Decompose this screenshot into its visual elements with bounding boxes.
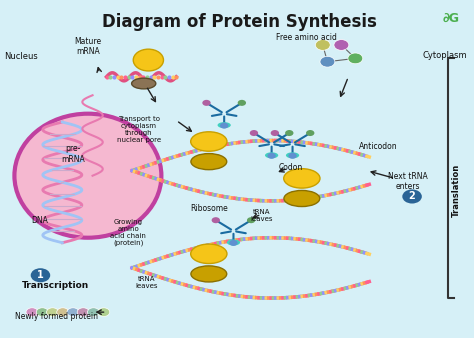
Text: Mature
mRNA: Mature mRNA — [74, 37, 101, 56]
Circle shape — [36, 308, 48, 316]
Text: Transport to
cytoplasm
through
nuclear pore: Transport to cytoplasm through nuclear p… — [117, 116, 161, 143]
Text: Cytoplasm: Cytoplasm — [422, 51, 467, 60]
Circle shape — [315, 40, 330, 50]
Circle shape — [31, 268, 50, 282]
Ellipse shape — [265, 152, 278, 158]
Circle shape — [220, 123, 228, 129]
Ellipse shape — [227, 239, 240, 245]
Text: pre-
mRNA: pre- mRNA — [61, 144, 85, 164]
Text: Translation: Translation — [452, 164, 461, 217]
Text: tRNA
leaves: tRNA leaves — [250, 209, 273, 222]
Circle shape — [26, 308, 38, 316]
Circle shape — [271, 130, 279, 136]
Ellipse shape — [191, 132, 227, 151]
Circle shape — [306, 130, 314, 136]
Circle shape — [402, 189, 422, 203]
Ellipse shape — [286, 152, 299, 158]
Circle shape — [229, 240, 237, 246]
Circle shape — [202, 100, 210, 106]
Ellipse shape — [132, 78, 156, 89]
Circle shape — [288, 153, 297, 159]
Circle shape — [247, 217, 255, 223]
Circle shape — [77, 308, 89, 316]
Text: Nucleus: Nucleus — [5, 52, 38, 61]
Text: Codon: Codon — [279, 163, 303, 172]
Circle shape — [320, 56, 335, 67]
Text: Transcription: Transcription — [22, 281, 89, 290]
Text: 2: 2 — [409, 192, 415, 201]
Ellipse shape — [284, 190, 320, 207]
Text: Newly formed protein: Newly formed protein — [15, 312, 98, 321]
Circle shape — [250, 130, 258, 136]
Circle shape — [87, 308, 100, 316]
Circle shape — [67, 308, 79, 316]
Circle shape — [237, 100, 246, 106]
Text: Growing
amino
acid chain
(protein): Growing amino acid chain (protein) — [110, 219, 146, 246]
Ellipse shape — [191, 266, 227, 282]
Text: Free amino acid: Free amino acid — [276, 33, 337, 42]
Circle shape — [46, 308, 59, 316]
Text: tRNA
leaves: tRNA leaves — [136, 276, 158, 289]
Ellipse shape — [218, 122, 231, 128]
Ellipse shape — [191, 244, 227, 264]
Ellipse shape — [133, 49, 164, 71]
Text: ∂G: ∂G — [442, 12, 459, 25]
Ellipse shape — [284, 169, 320, 188]
Ellipse shape — [191, 153, 227, 170]
Text: Anticodon: Anticodon — [359, 142, 398, 151]
Circle shape — [285, 130, 293, 136]
Circle shape — [348, 53, 363, 64]
Circle shape — [267, 153, 276, 159]
Text: Ribosome: Ribosome — [190, 204, 228, 213]
Ellipse shape — [14, 114, 161, 238]
Circle shape — [57, 308, 69, 316]
Circle shape — [334, 40, 349, 50]
Text: Next tRNA
enters: Next tRNA enters — [388, 172, 427, 191]
Text: 1: 1 — [37, 270, 44, 280]
Text: DNA: DNA — [32, 216, 48, 225]
Circle shape — [211, 217, 220, 223]
Text: Diagram of Protein Synthesis: Diagram of Protein Synthesis — [101, 13, 376, 31]
Circle shape — [98, 308, 110, 316]
